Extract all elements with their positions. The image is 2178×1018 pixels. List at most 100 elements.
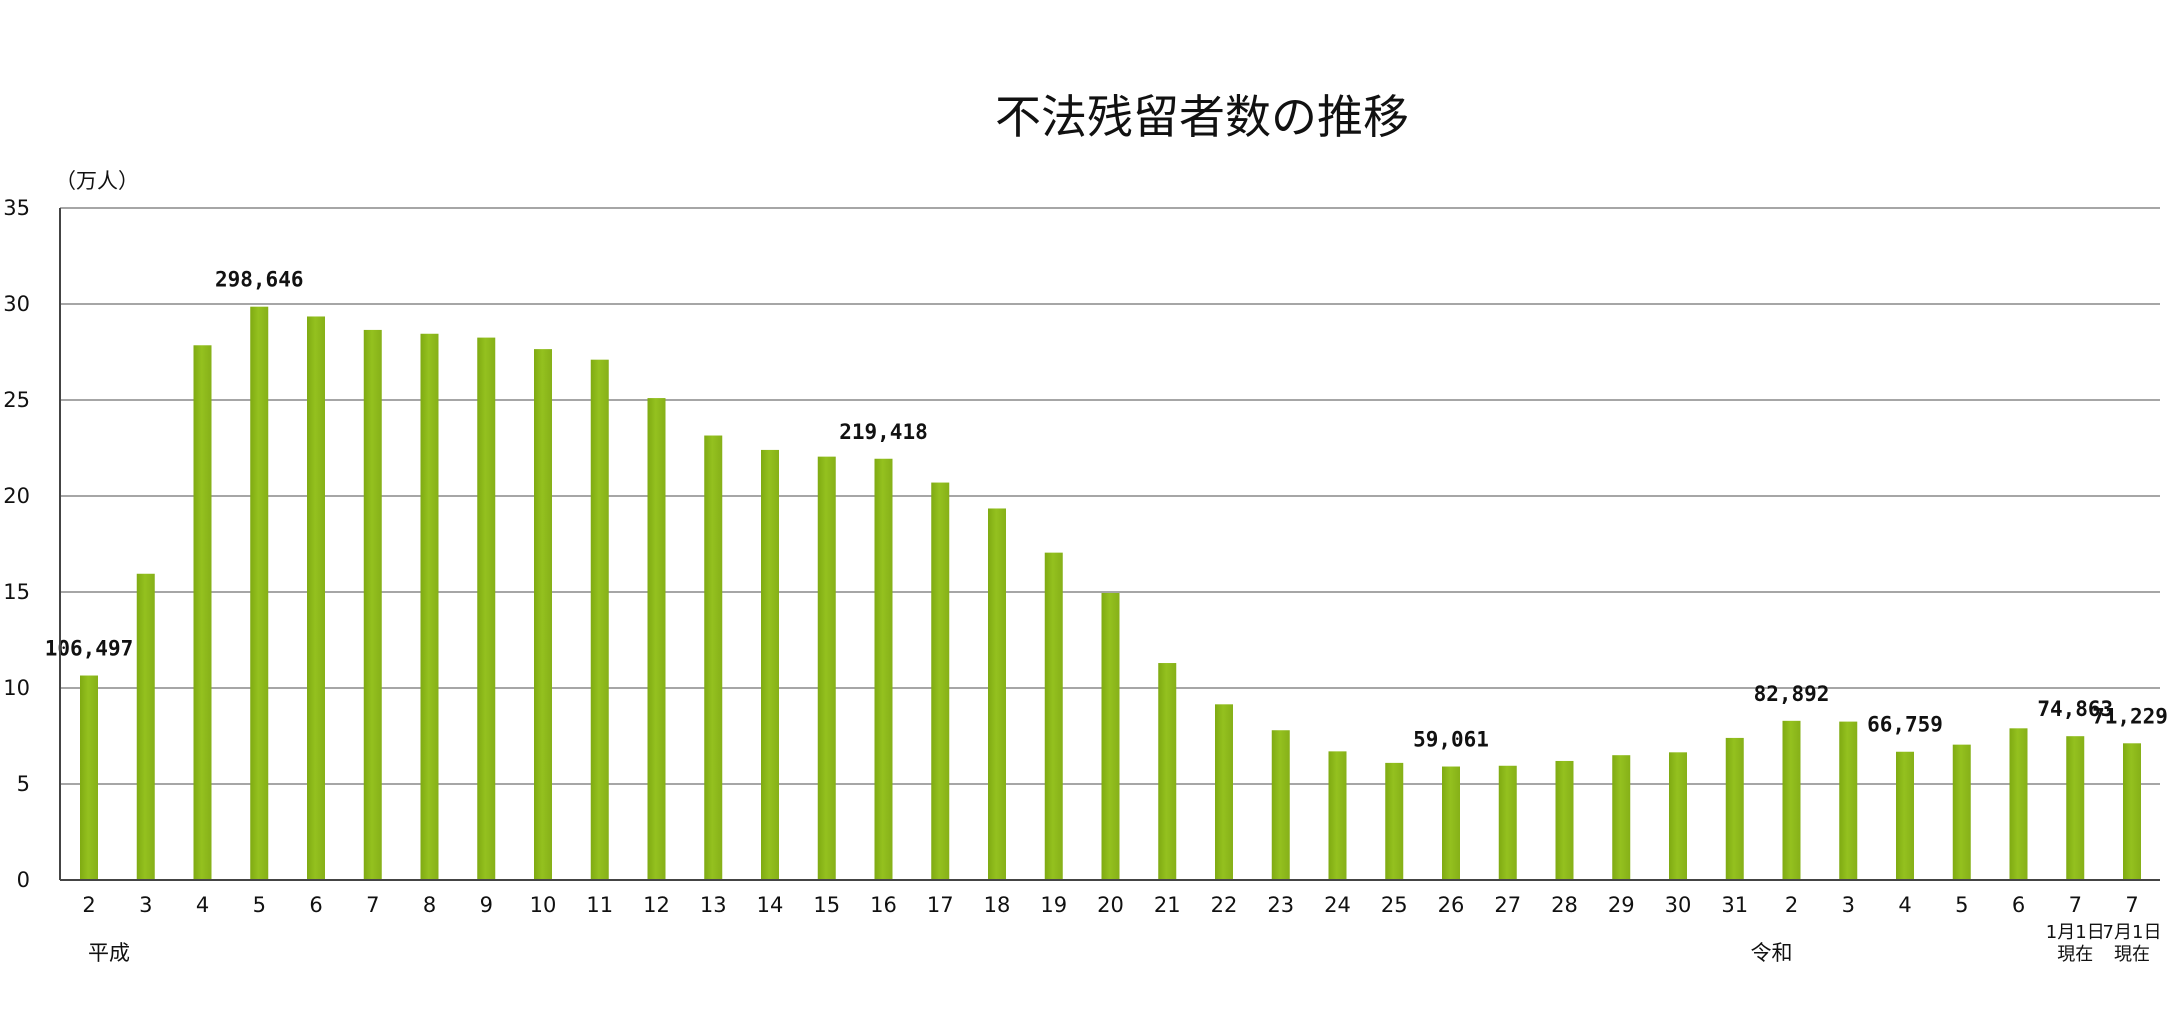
- bar: [1385, 762, 1404, 880]
- x-tick-label: 19: [1040, 893, 1067, 917]
- bar: [250, 306, 269, 880]
- bar: [193, 345, 212, 880]
- bar: [1669, 752, 1687, 880]
- bar: [2123, 743, 2141, 880]
- x-tick-label: 7: [366, 893, 379, 917]
- x-tick-label: 9: [480, 893, 493, 917]
- bar: [1044, 552, 1063, 880]
- x-tick-label: 8: [423, 893, 436, 917]
- x-tick-label: 5: [253, 893, 266, 917]
- x-tick-label: 16: [870, 893, 897, 917]
- bar: [1555, 760, 1574, 880]
- y-tick-label: 0: [17, 868, 30, 892]
- x-tick-label: 6: [2012, 893, 2025, 917]
- era-labels: 平成 令和: [88, 941, 1793, 965]
- bar: [1612, 755, 1631, 880]
- bar: [874, 458, 893, 880]
- bar: [1725, 737, 1744, 880]
- x-tick-label: 12: [643, 893, 670, 917]
- bar: [420, 333, 439, 880]
- x-tick-label: 3: [139, 893, 152, 917]
- bar: [817, 456, 836, 880]
- bar: [477, 337, 496, 881]
- y-tick-label: 5: [17, 772, 30, 796]
- y-tick-label: 10: [3, 676, 30, 700]
- x-tick-label: 24: [1324, 893, 1351, 917]
- bar: [1158, 663, 1177, 880]
- bar: [1328, 751, 1347, 880]
- x-tick-label: 30: [1665, 893, 1692, 917]
- x-tick-label: 29: [1608, 893, 1635, 917]
- y-axis-unit-label: （万人）: [55, 169, 139, 193]
- x-tick-label: 28: [1551, 893, 1578, 917]
- x-tick-label: 5: [1955, 893, 1968, 917]
- data-label: 106,497: [45, 637, 134, 661]
- x-tick-label: 7: [2125, 893, 2138, 917]
- bar: [2009, 728, 2028, 880]
- bar: [590, 359, 609, 880]
- x-tick-label: 25: [1381, 893, 1408, 917]
- y-tick-label: 20: [3, 484, 30, 508]
- x-tick-label: 22: [1211, 893, 1238, 917]
- x-tick-sublabel: 1月1日現在: [2046, 922, 2105, 965]
- bar: [80, 675, 98, 880]
- bar: [1952, 744, 1971, 880]
- x-tick-label: 3: [1842, 893, 1855, 917]
- bar: [761, 449, 779, 880]
- x-tick-label: 20: [1097, 893, 1124, 917]
- x-tick-sublabel: 7月1日現在: [2103, 922, 2162, 965]
- gridlines: [60, 207, 2160, 785]
- bar: [1896, 751, 1914, 880]
- chart-title: 不法残留者数の推移: [995, 90, 1409, 144]
- bar: [307, 316, 325, 881]
- y-axis-ticks: 0 5 10 15 20 25 30 35: [3, 196, 30, 892]
- bars: [80, 306, 2141, 881]
- x-tick-label: 4: [1898, 893, 1911, 917]
- x-tick-label: 21: [1154, 893, 1181, 917]
- bar: [2066, 736, 2085, 880]
- y-tick-label: 35: [3, 196, 30, 220]
- data-label: 71,229: [2092, 704, 2168, 728]
- data-label: 82,892: [1754, 682, 1830, 706]
- y-tick-label: 25: [3, 388, 30, 412]
- x-tick-label: 2: [82, 893, 95, 917]
- bar: [1442, 766, 1460, 880]
- x-tick-label: 18: [984, 893, 1011, 917]
- bar: [704, 435, 723, 880]
- bar: [931, 482, 950, 880]
- x-tick-label: 14: [757, 893, 784, 917]
- x-tick-label: 13: [700, 893, 727, 917]
- era-label: 令和: [1751, 941, 1793, 965]
- bar: [1215, 704, 1233, 880]
- x-tick-label: 6: [309, 893, 322, 917]
- x-tick-label: 10: [530, 893, 557, 917]
- x-tick-label: 11: [586, 893, 613, 917]
- era-label: 平成: [88, 941, 130, 965]
- bar: [1782, 720, 1801, 880]
- x-tick-label: 4: [196, 893, 209, 917]
- bar: [363, 329, 382, 880]
- bar: [1101, 592, 1120, 880]
- data-label: 74,863: [2037, 697, 2113, 721]
- x-axis-ticks: 2 3 4 5 6 7 8 9 10 11 12 13 14 15 16 17 18 19 20 21 22 23 24 25…: [82, 893, 2161, 965]
- bar: [647, 398, 666, 880]
- bar: [136, 573, 155, 880]
- data-labels: 106,497 298,646 219,418 59,061 82,892 66,759 7…: [45, 268, 2168, 752]
- data-label: 59,061: [1413, 728, 1489, 752]
- x-tick-label: 31: [1721, 893, 1748, 917]
- x-tick-label: 7: [2069, 893, 2082, 917]
- x-tick-label: 27: [1494, 893, 1521, 917]
- bar: [534, 349, 552, 880]
- data-label: 219,418: [839, 420, 928, 444]
- y-tick-label: 30: [3, 292, 30, 316]
- bar: [988, 508, 1006, 880]
- x-tick-label: 23: [1267, 893, 1294, 917]
- x-tick-label: 26: [1438, 893, 1465, 917]
- y-tick-label: 15: [3, 580, 30, 604]
- x-tick-label: 2: [1785, 893, 1798, 917]
- data-label: 66,759: [1867, 713, 1943, 737]
- bar: [1498, 765, 1517, 880]
- x-tick-label: 17: [927, 893, 954, 917]
- x-tick-label: 15: [813, 893, 840, 917]
- data-label: 298,646: [215, 268, 304, 292]
